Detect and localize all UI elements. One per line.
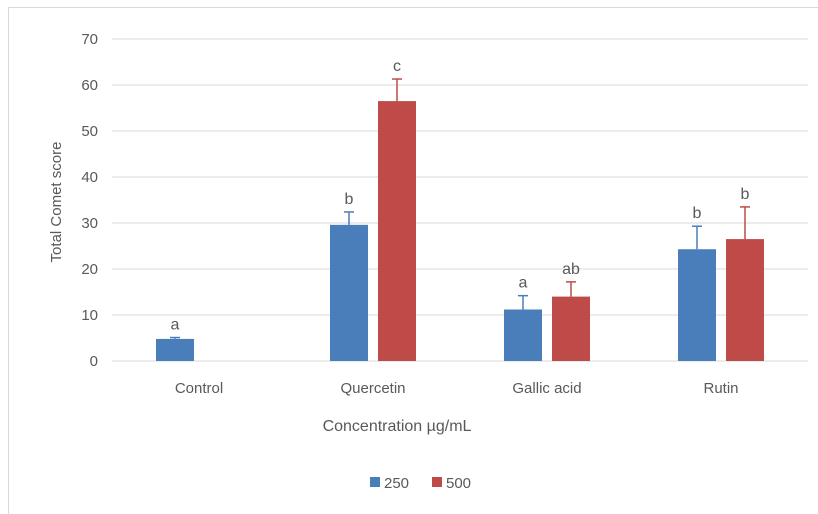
bar-250-rutin <box>678 249 716 361</box>
y-tick-labels: 0 10 20 30 40 50 60 70 <box>81 31 98 370</box>
x-tick-label: Control <box>175 380 223 397</box>
x-tick-label: Gallic acid <box>512 380 581 397</box>
bar-250-control <box>156 338 194 361</box>
significance-label: b <box>693 205 702 222</box>
legend-swatch-500 <box>432 477 442 487</box>
bar-500-gallic-acid <box>552 296 590 361</box>
bar-500-rutin <box>726 239 764 361</box>
bar-500-quercetin <box>378 101 416 361</box>
significance-label: ab <box>562 261 580 278</box>
x-tick-labels: Control Quercetin Gallic acid Rutin <box>175 380 739 397</box>
significance-label: b <box>345 191 354 208</box>
y-tick-label: 0 <box>90 353 98 370</box>
y-tick-label: 70 <box>81 31 98 48</box>
legend-label: 500 <box>446 475 471 492</box>
y-tick-label: 40 <box>81 169 98 186</box>
x-axis-label: Concentration µg/mL <box>323 418 472 435</box>
y-tick-label: 10 <box>81 307 98 324</box>
x-tick-label: Quercetin <box>340 380 405 397</box>
significance-label: c <box>393 58 401 75</box>
significance-label: b <box>741 186 750 203</box>
y-tick-label: 20 <box>81 261 98 278</box>
y-axis-label: Total Comet score <box>48 142 65 263</box>
bar-250-quercetin <box>330 224 368 361</box>
y-tick-label: 30 <box>81 215 98 232</box>
y-tick-label: 60 <box>81 77 98 94</box>
legend-swatch-250 <box>370 477 380 487</box>
x-tick-label: Rutin <box>703 380 738 397</box>
bar-250-gallic-acid <box>504 309 542 361</box>
significance-label: a <box>519 275 528 292</box>
legend: 250 500 <box>370 475 471 492</box>
significance-label: a <box>171 317 180 334</box>
legend-label: 250 <box>384 475 409 492</box>
y-tick-label: 50 <box>81 123 98 140</box>
